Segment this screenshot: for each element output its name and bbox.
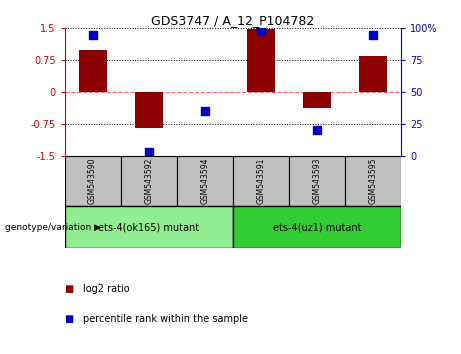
Text: ets-4(ok165) mutant: ets-4(ok165) mutant [98,222,199,232]
Bar [177,156,233,206]
Text: percentile rank within the sample: percentile rank within the sample [83,314,248,324]
Text: GSM543593: GSM543593 [313,158,321,205]
Text: GSM543592: GSM543592 [144,158,153,204]
Text: ■: ■ [65,284,74,293]
Point [145,149,152,155]
Text: ets-4(uz1) mutant: ets-4(uz1) mutant [273,222,361,232]
Text: ■: ■ [65,314,74,324]
Bar [135,92,163,128]
Point [257,28,265,34]
Bar [345,156,401,206]
Bar [359,56,387,92]
Bar [289,156,345,206]
Bar [233,156,289,206]
Title: GDS3747 / A_12_P104782: GDS3747 / A_12_P104782 [151,14,314,27]
Text: log2 ratio: log2 ratio [83,284,130,293]
Point [313,127,321,133]
Bar [121,156,177,206]
Point [89,32,96,38]
Text: GSM543595: GSM543595 [368,158,378,205]
Point [369,32,377,38]
Bar [65,206,233,248]
Text: GSM543591: GSM543591 [256,158,266,204]
Bar [78,50,106,92]
Text: GSM543594: GSM543594 [200,158,209,205]
Text: GSM543590: GSM543590 [88,158,97,205]
Point [201,108,208,114]
Bar [247,29,275,92]
Bar [303,92,331,108]
Text: genotype/variation ▶: genotype/variation ▶ [5,223,100,232]
Bar [65,156,121,206]
Bar [233,206,401,248]
